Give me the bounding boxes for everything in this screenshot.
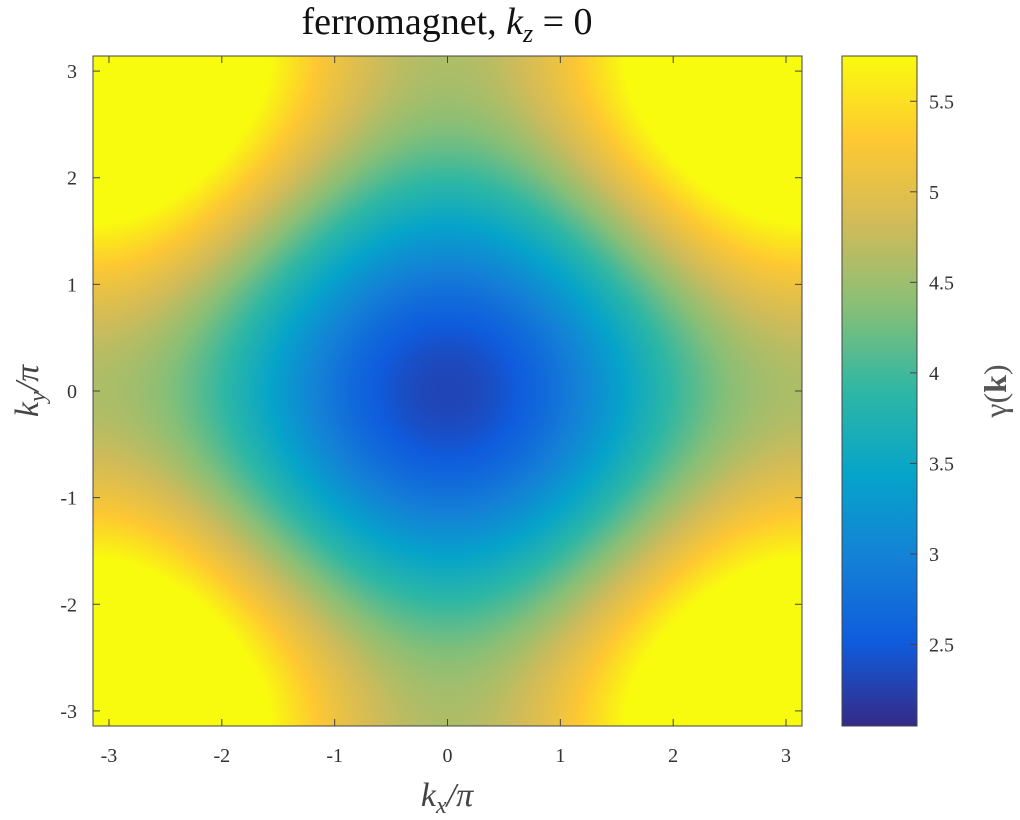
y-tick-label: 2: [67, 168, 77, 190]
plot-area: [92, 55, 803, 727]
y-tick-label: 1: [67, 274, 77, 296]
x-tick-label: 2: [668, 745, 678, 767]
colorbar-tick-label: 4: [929, 363, 939, 385]
colorbar-tick-label: 4.5: [929, 272, 954, 294]
colorbar-tick-label: 5.5: [929, 91, 954, 113]
colorbar-ticks: 2.5 3 3.5 4 4.5 5 5.5: [910, 91, 954, 657]
y-tick-label: 0: [67, 381, 77, 403]
x-tick-label: -1: [326, 745, 343, 767]
y-tick-label: -2: [60, 594, 77, 616]
y-tick-label: -3: [60, 701, 77, 723]
x-axis-ticks: -3 -2 -1 0 1 2 3: [101, 56, 791, 767]
colorbar-tick-label: 3: [929, 544, 939, 566]
x-tick-label: -3: [101, 745, 118, 767]
colorbar-label: γ(k): [977, 364, 1013, 418]
x-tick-label: 1: [555, 745, 565, 767]
colorbar: 2.5 3 3.5 4 4.5 5 5.5 γ(k): [841, 55, 1013, 727]
y-tick-label: -1: [60, 488, 77, 510]
x-tick-label: 0: [443, 745, 453, 767]
x-tick-label: -2: [213, 745, 230, 767]
y-axis-ticks: -3 -2 -1 0 1 2 3: [60, 61, 802, 723]
colorbar-tick-label: 3.5: [929, 453, 954, 475]
y-axis-label: ky/π: [9, 364, 51, 417]
x-tick-label: 3: [781, 745, 791, 767]
chart-title: ferromagnet, kz = 0: [301, 1, 592, 48]
x-axis-label: kx/π: [421, 777, 474, 819]
colorbar-tick-label: 5: [929, 182, 939, 204]
colorbar-gradient: [841, 55, 918, 727]
colorbar-tick-label: 2.5: [929, 635, 954, 657]
y-tick-label: 3: [67, 61, 77, 83]
heatmap-canvas: [93, 56, 802, 726]
